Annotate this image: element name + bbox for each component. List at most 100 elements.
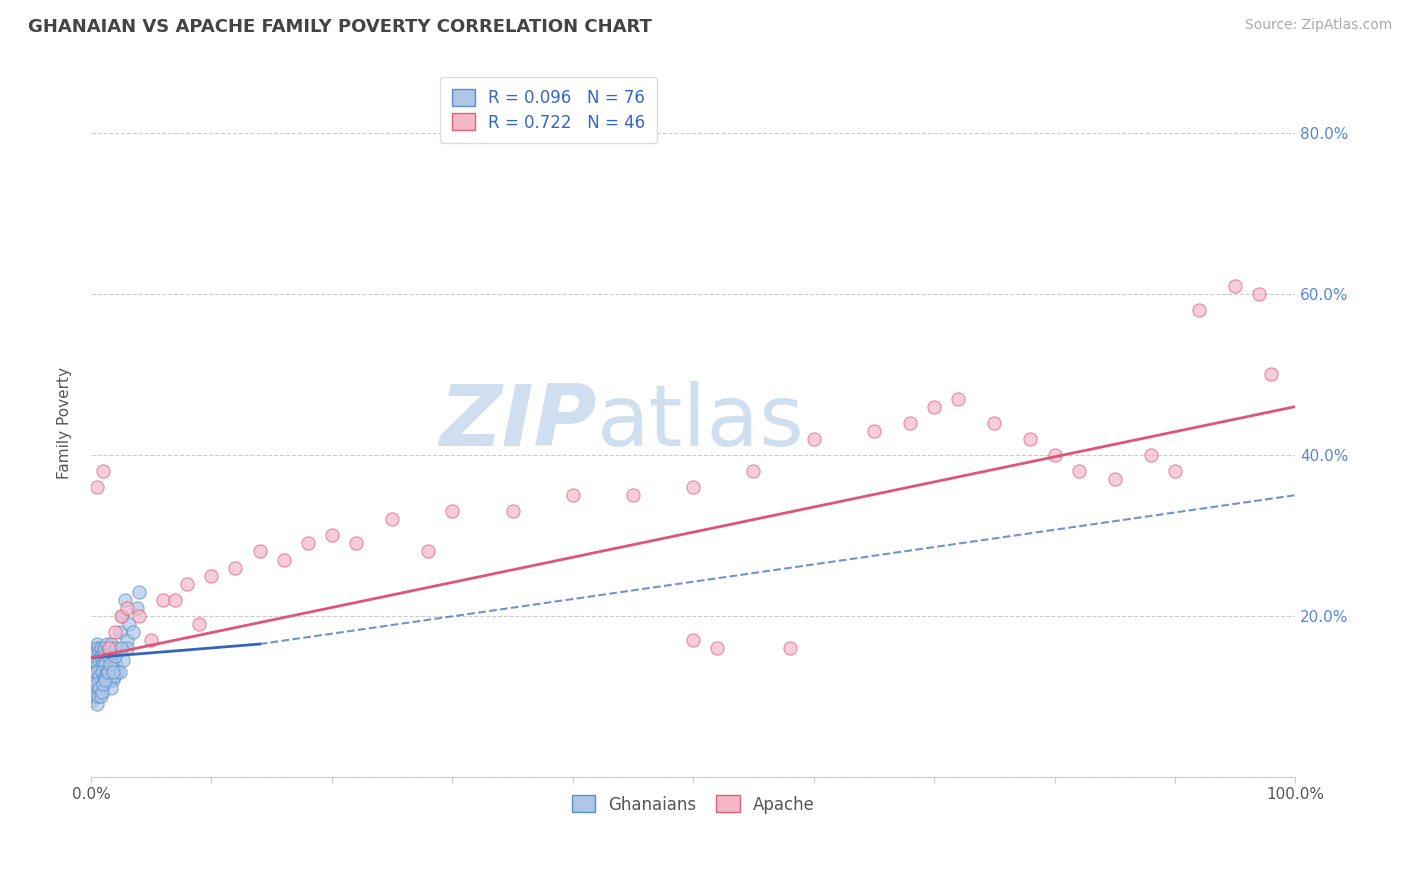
Point [93,641,115,656]
Point [115,600,138,615]
Point [1043,448,1066,462]
Point [561,488,583,502]
Point [128,608,150,623]
Point [1260,368,1282,382]
Point [110,641,132,656]
Point [803,432,825,446]
Point [1188,303,1211,318]
Point [1225,278,1247,293]
Point [90,685,112,699]
Point [898,416,921,430]
Point [89,669,111,683]
Text: ZIP: ZIP [439,381,596,464]
Point [1249,286,1271,301]
Point [118,616,141,631]
Point [93,649,115,664]
Point [1019,432,1042,446]
Point [104,624,127,639]
Point [273,552,295,566]
Point [82,649,104,664]
Point [90,665,112,680]
Point [82,685,104,699]
Point [108,624,131,639]
Text: atlas: atlas [596,381,804,464]
Point [90,665,112,680]
Point [82,657,104,672]
Point [742,464,765,478]
Point [101,665,124,680]
Point [91,464,114,478]
Point [114,592,136,607]
Point [249,544,271,558]
Point [87,665,110,680]
Point [381,512,404,526]
Point [621,488,644,502]
Point [83,665,105,680]
Point [82,693,104,707]
Point [104,645,127,659]
Point [89,681,111,696]
Point [89,645,111,659]
Point [96,637,118,651]
Point [104,649,127,664]
Point [96,665,118,680]
Point [224,560,246,574]
Point [103,657,125,672]
Point [97,665,120,680]
Point [98,657,121,672]
Point [91,673,114,688]
Point [86,657,108,672]
Point [706,641,728,656]
Point [115,633,138,648]
Point [93,677,115,691]
Point [103,669,125,683]
Point [90,653,112,667]
Y-axis label: Family Poverty: Family Poverty [58,367,72,479]
Point [84,645,107,659]
Point [90,690,112,704]
Point [91,657,114,672]
Point [111,608,134,623]
Point [107,665,129,680]
Point [83,641,105,656]
Legend: Ghanaians, Apache: Ghanaians, Apache [560,784,827,825]
Point [98,641,121,656]
Point [128,584,150,599]
Point [98,673,121,688]
Point [82,681,104,696]
Point [84,673,107,688]
Point [98,645,121,659]
Point [90,649,112,664]
Point [101,673,124,688]
Point [100,681,122,696]
Point [200,568,222,582]
Point [94,673,117,688]
Point [83,681,105,696]
Point [122,624,145,639]
Point [1140,448,1163,462]
Point [90,641,112,656]
Point [948,392,970,406]
Point [91,677,114,691]
Point [1067,464,1090,478]
Point [100,637,122,651]
Point [110,608,132,623]
Point [82,653,104,667]
Point [90,685,112,699]
Point [84,665,107,680]
Point [87,677,110,691]
Point [441,504,464,518]
Point [1104,472,1126,486]
Point [682,480,704,494]
Point [112,653,135,667]
Point [682,633,704,648]
Point [779,641,801,656]
Point [165,592,187,607]
Text: Source: ZipAtlas.com: Source: ZipAtlas.com [1244,18,1392,32]
Point [86,690,108,704]
Point [321,528,343,542]
Text: GHANAIAN VS APACHE FAMILY POVERTY CORRELATION CHART: GHANAIAN VS APACHE FAMILY POVERTY CORREL… [28,18,652,36]
Point [125,600,148,615]
Point [86,637,108,651]
Point [86,698,108,712]
